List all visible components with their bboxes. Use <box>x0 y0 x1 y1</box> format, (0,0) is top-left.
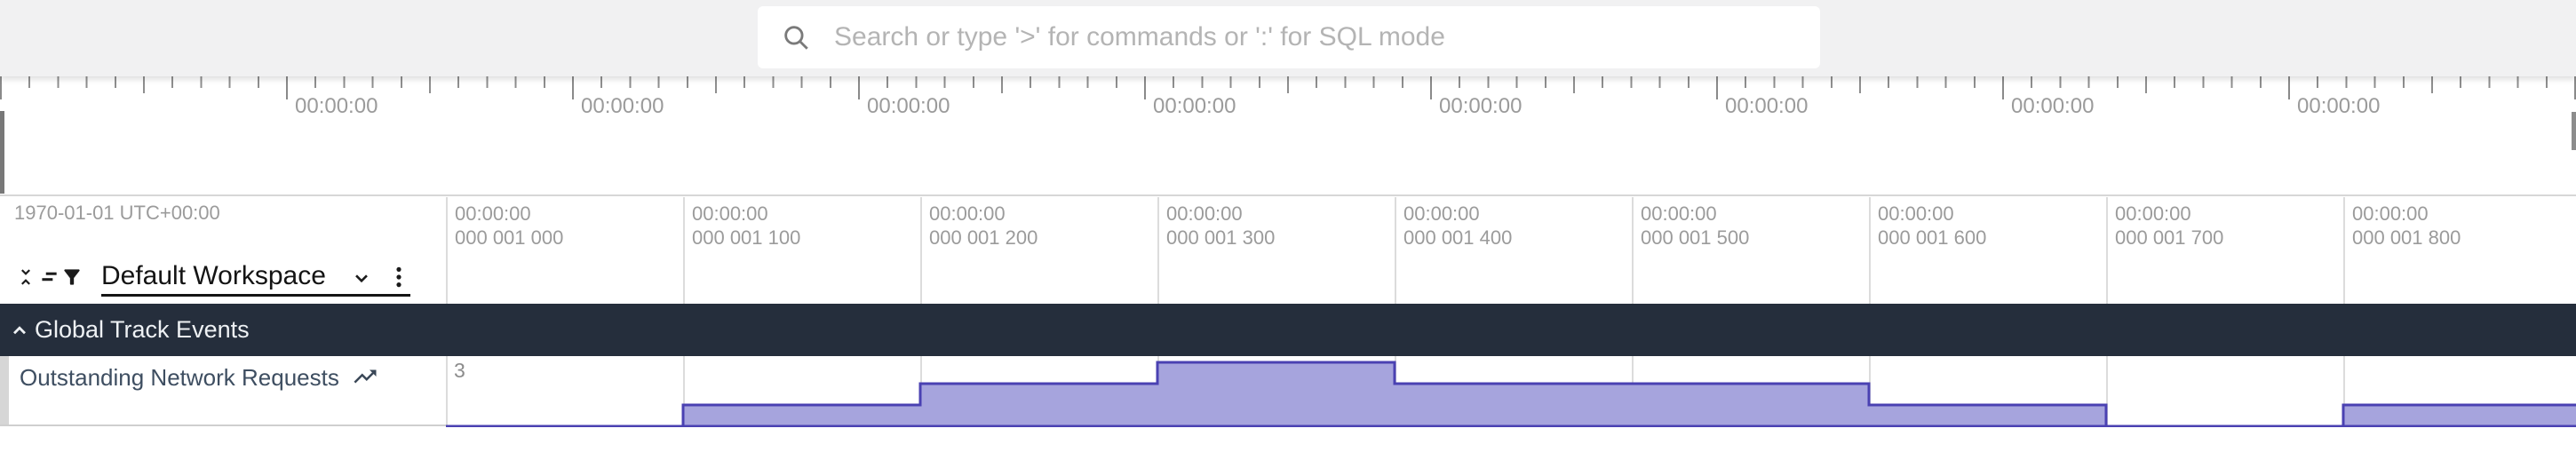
ruler-label: 00:00:00 <box>1725 94 1809 118</box>
trace-date-label: 1970-01-01 UTC+00:00 <box>14 202 220 224</box>
grid-column-sublabel: 000 001 100 <box>692 226 801 249</box>
group-header-label: Global Track Events <box>35 316 250 343</box>
grid-column-sublabel: 000 001 700 <box>2115 226 2224 249</box>
kebab-menu-icon[interactable] <box>387 265 410 290</box>
track-drag-strip[interactable] <box>0 356 9 426</box>
collapse-all-icon[interactable] <box>14 266 37 289</box>
overview-right-drag-handle[interactable] <box>2572 112 2576 150</box>
chevron-up-icon <box>13 325 26 334</box>
omnibox[interactable] <box>758 6 1820 68</box>
ruler-label: 00:00:00 <box>295 94 378 118</box>
counter-step-line <box>446 361 2576 427</box>
track-shell-outstanding-network-requests[interactable]: Outstanding Network Requests <box>9 356 445 426</box>
grid-column-label: 00:00:00 000 001 800 <box>2352 202 2461 249</box>
search-input[interactable] <box>811 6 1820 68</box>
workspace-selector-underline <box>101 294 410 297</box>
ruler-label: 00:00:00 <box>2297 94 2381 118</box>
grid-column-label: 00:00:00 000 001 400 <box>1403 202 1513 249</box>
ruler-label: 00:00:00 <box>867 94 950 118</box>
timeline-panel-top-border <box>0 194 2576 196</box>
counter-track-chart[interactable] <box>446 356 2576 427</box>
overview-ruler-major-ticks <box>0 76 2576 99</box>
filter-icon[interactable] <box>60 266 83 289</box>
ruler-label: 00:00:00 <box>581 94 664 118</box>
counter-area-fill <box>446 362 2576 426</box>
grid-column-label: 00:00:00 000 001 000 <box>455 202 564 249</box>
grid-column-label: 00:00:00 000 001 500 <box>1641 202 1750 249</box>
top-bar <box>0 0 2576 76</box>
grid-column-sublabel: 000 001 800 <box>2352 226 2461 249</box>
grid-column-label: 00:00:00 000 001 200 <box>929 202 1038 249</box>
grid-column-sublabel: 000 001 300 <box>1166 226 1276 249</box>
search-icon <box>784 26 808 50</box>
ruler-label: 00:00:00 <box>1439 94 1523 118</box>
ruler-label: 00:00:00 <box>1153 94 1236 118</box>
grid-column-sublabel: 000 001 500 <box>1641 226 1750 249</box>
group-header-global-track-events[interactable]: Global Track Events <box>0 304 2576 356</box>
workspace-toolbar: Default Workspace <box>0 261 446 300</box>
grid-column-label: 00:00:00 000 001 700 <box>2115 202 2224 249</box>
grid-column-sublabel: 000 001 000 <box>455 226 564 249</box>
chevron-down-icon <box>355 274 368 283</box>
grid-column-sublabel: 000 001 200 <box>929 226 1038 249</box>
track-shell-bottom-border <box>0 424 446 426</box>
grid-column-sublabel: 000 001 400 <box>1403 226 1513 249</box>
ruler-label: 00:00:00 <box>2011 94 2095 118</box>
overview-left-drag-handle[interactable] <box>0 111 4 194</box>
sort-tracks-icon[interactable] <box>37 266 60 289</box>
grid-column-label: 00:00:00 000 001 600 <box>1878 202 1987 249</box>
counter-y-max-label: 3 <box>454 359 465 382</box>
trending-up-icon <box>354 369 377 384</box>
workspace-selector[interactable]: Default Workspace <box>101 261 326 290</box>
grid-column-label: 00:00:00 000 001 100 <box>692 202 801 249</box>
grid-column-label: 00:00:00 000 001 300 <box>1166 202 1276 249</box>
grid-column-sublabel: 000 001 600 <box>1878 226 1987 249</box>
track-title: Outstanding Network Requests <box>20 364 339 391</box>
